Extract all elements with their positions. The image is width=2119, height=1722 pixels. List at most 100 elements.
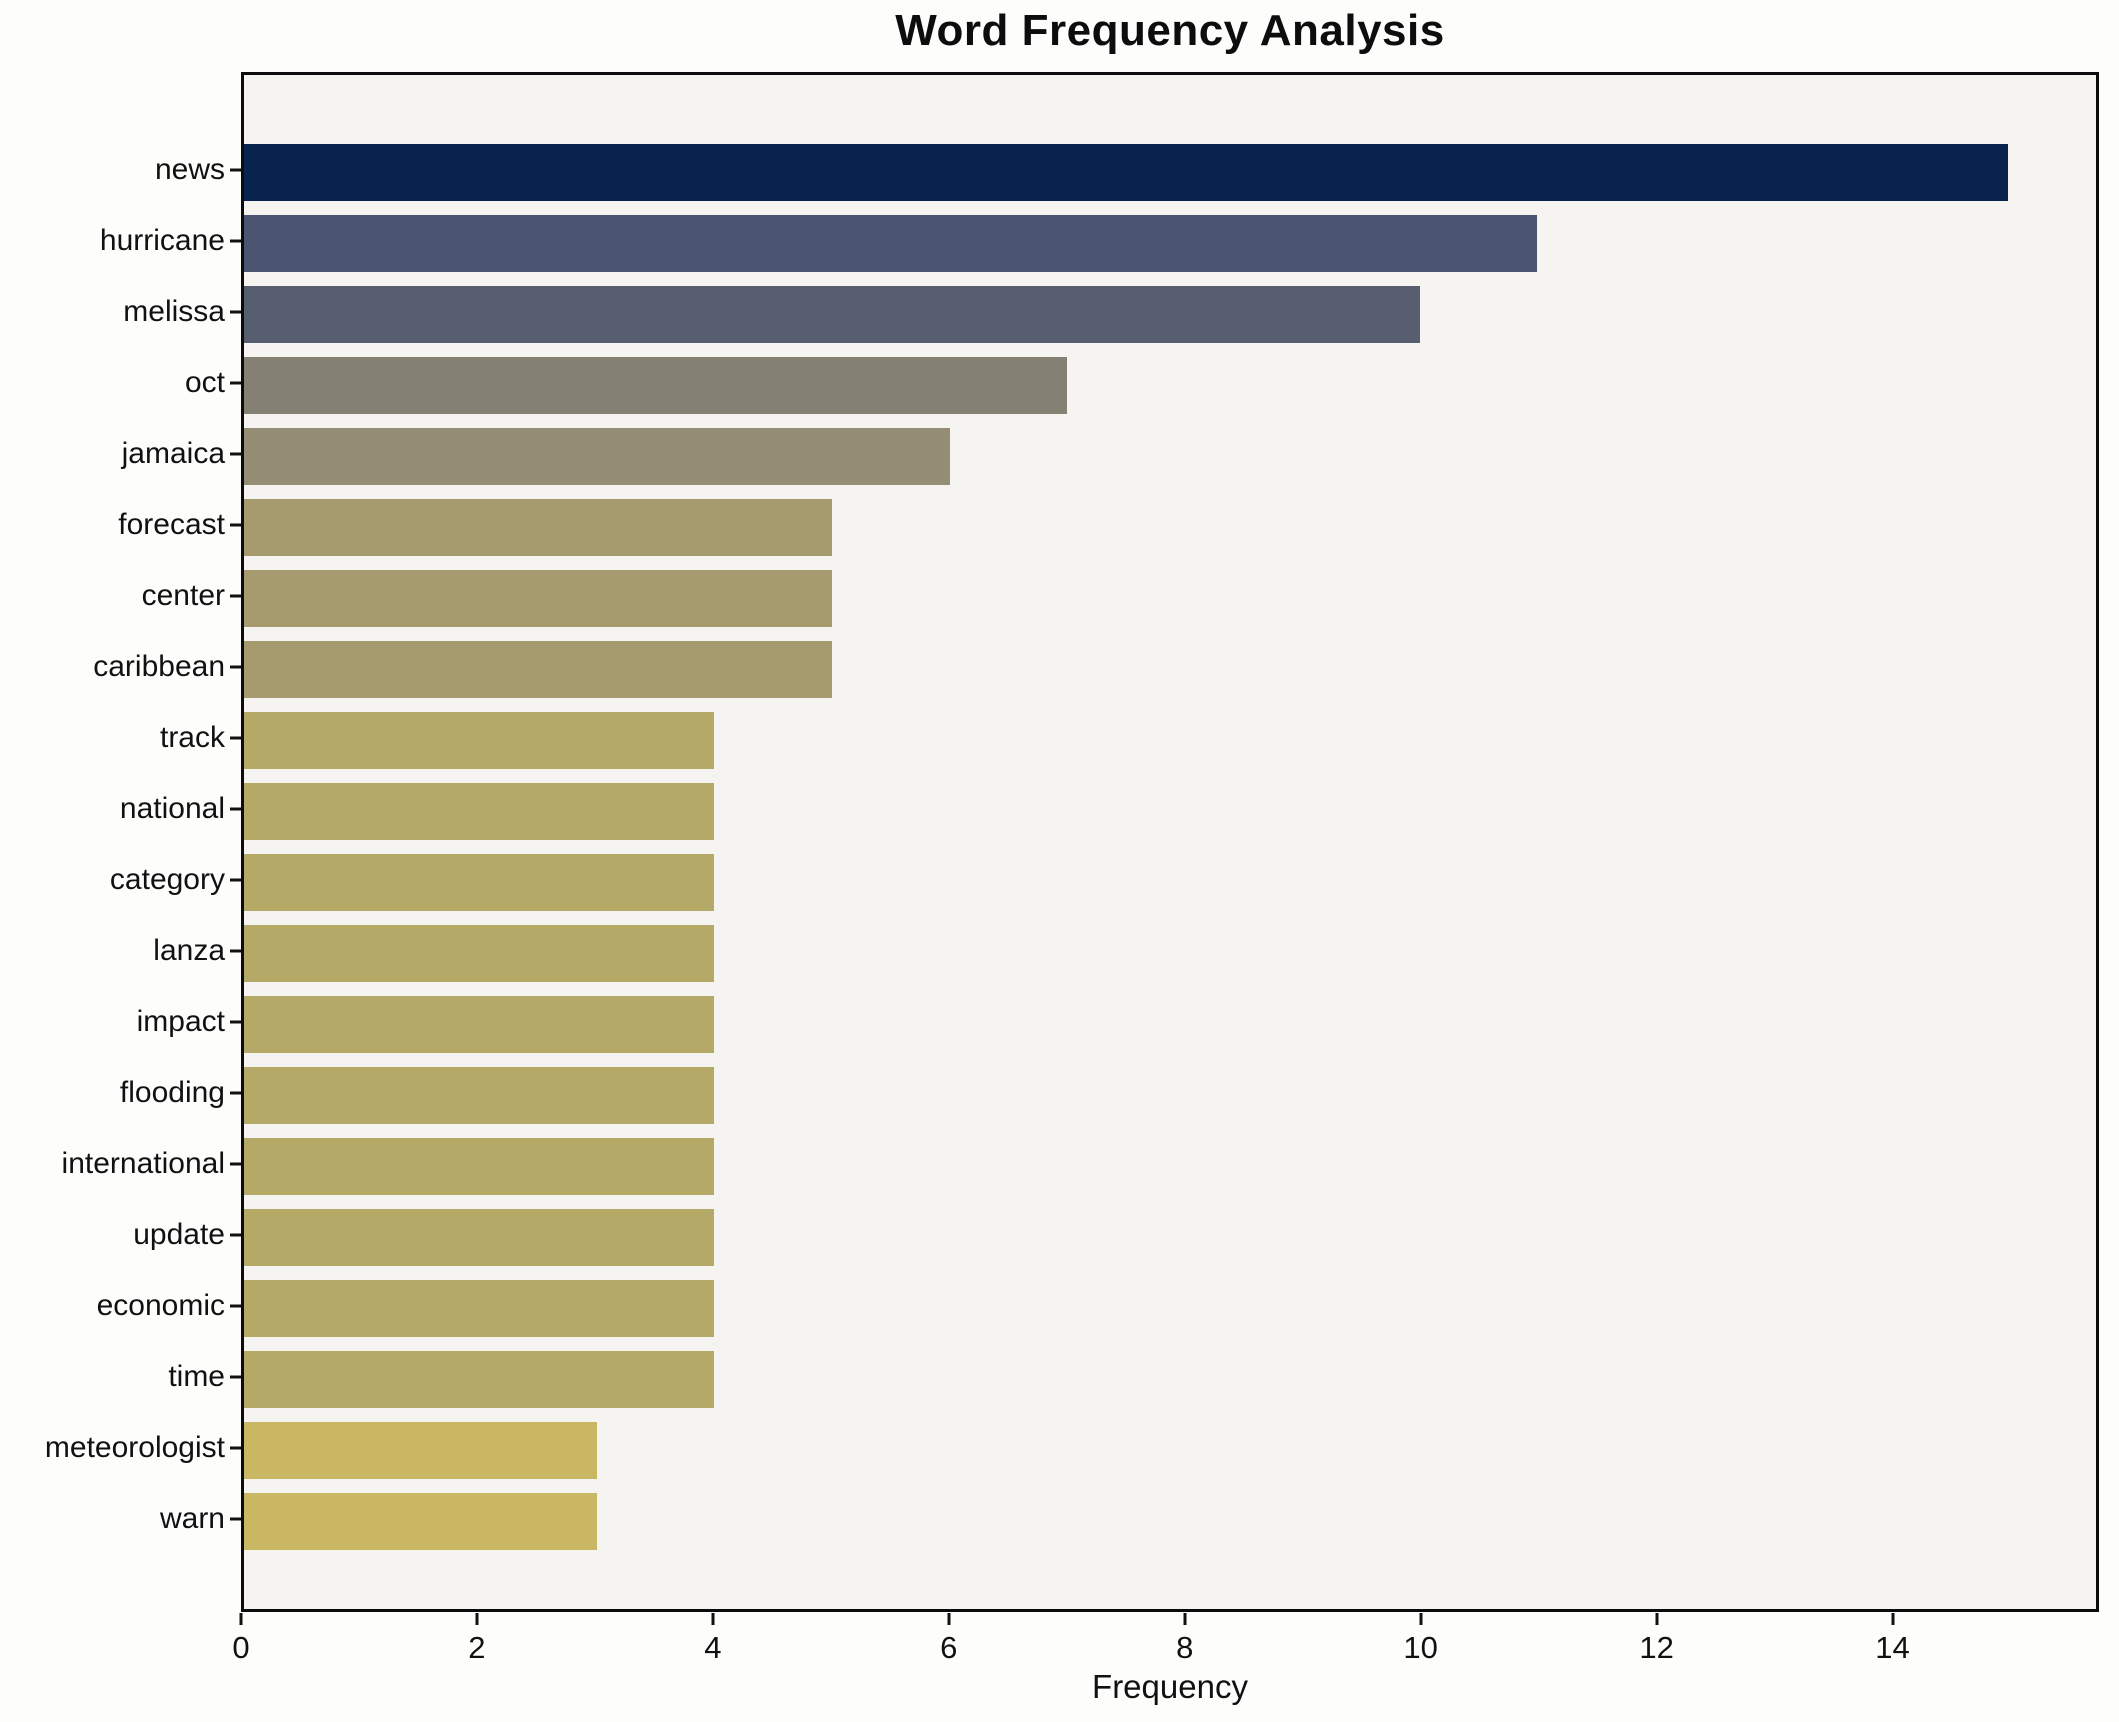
frequency-bar-news [244,144,2008,201]
y-tick-mark [230,1162,241,1165]
y-tick-label: warn [159,1501,225,1535]
frequency-bar-melissa [244,286,1420,343]
y-tick-label: lanza [153,933,225,967]
x-tick-mark [711,1613,715,1625]
x-tick-label: 4 [704,1630,722,1665]
frequency-bar-economic [244,1280,715,1337]
y-tick-label: forecast [118,507,225,541]
y-tick-label: center [141,578,225,612]
y-tick-label: flooding [119,1075,225,1109]
x-tick-label: 6 [940,1630,958,1665]
y-tick-label: caribbean [93,649,225,683]
x-tick-mark [1419,1613,1423,1625]
y-tick-label: news [154,152,225,186]
bar-row [244,421,2096,492]
y-tick-mark [230,1446,241,1449]
bar-row [244,279,2096,350]
y-tick-mark [230,736,241,739]
frequency-bar-lanza [244,925,715,982]
y-tick-mark [230,1233,241,1236]
y-tick-mark [230,239,241,242]
frequency-bar-warn [244,1493,597,1550]
plot-area [241,72,2099,1612]
y-tick-mark [230,1517,241,1520]
y-tick-mark [230,1020,241,1023]
y-axis-labels: news hurricane melissa oct jamaica forecast ce… [0,0,241,1722]
y-tick-label: economic [96,1288,225,1322]
frequency-bar-oct [244,357,1068,414]
x-tick-label: 0 [232,1630,250,1665]
frequency-bar-forecast [244,499,832,556]
bar-row [244,563,2096,634]
frequency-bar-impact [244,996,715,1053]
bar-row [244,847,2096,918]
x-tick-mark [1183,1613,1187,1625]
bar-row [244,1131,2096,1202]
y-tick-label: update [133,1217,225,1251]
y-tick-label: melissa [123,294,225,328]
bar-row [244,492,2096,563]
x-tick-mark [475,1613,479,1625]
frequency-bar-meteorologist [244,1422,597,1479]
bar-row [244,1344,2096,1415]
x-tick-label: 2 [468,1630,486,1665]
y-tick-label: jamaica [121,436,225,470]
y-tick-label: oct [184,365,225,399]
bar-row [244,634,2096,705]
y-tick-label: track [159,720,225,754]
frequency-bar-caribbean [244,641,832,698]
bar-row [244,989,2096,1060]
bar-row [244,208,2096,279]
frequency-bar-center [244,570,832,627]
bar-row [244,1060,2096,1131]
y-tick-label: impact [136,1004,225,1038]
frequency-bar-jamaica [244,428,950,485]
bar-row [244,776,2096,847]
y-tick-label: meteorologist [44,1430,225,1464]
x-axis-label: Frequency [1092,1668,1248,1705]
y-tick-mark [230,807,241,810]
y-tick-mark [230,523,241,526]
chart-title: Word Frequency Analysis [895,6,1445,55]
x-tick-mark [1891,1613,1895,1625]
y-tick-mark [230,878,241,881]
bar-row [244,918,2096,989]
x-tick-mark [1655,1613,1659,1625]
bar-row [244,1202,2096,1273]
bar-row [244,1273,2096,1344]
x-tick-mark [947,1613,951,1625]
x-tick-label: 14 [1875,1630,1910,1665]
y-tick-mark [230,381,241,384]
bar-row [244,1486,2096,1557]
y-tick-mark [230,1091,241,1094]
y-tick-mark [230,1375,241,1378]
frequency-bar-category [244,854,715,911]
frequency-bar-update [244,1209,715,1266]
y-tick-mark [230,452,241,455]
frequency-bar-flooding [244,1067,715,1124]
frequency-bar-track [244,712,715,769]
y-tick-mark [230,168,241,171]
x-tick-label: 12 [1639,1630,1674,1665]
y-tick-mark [230,594,241,597]
x-tick-mark [239,1613,243,1625]
bar-row [244,1415,2096,1486]
bar-row [244,350,2096,421]
y-tick-mark [230,1304,241,1307]
y-tick-mark [230,310,241,313]
frequency-bar-international [244,1138,715,1195]
y-tick-label: category [109,862,225,896]
y-tick-label: hurricane [99,223,225,257]
frequency-bar-time [244,1351,715,1408]
bar-row [244,705,2096,776]
y-tick-mark [230,949,241,952]
frequency-bar-national [244,783,715,840]
bar-row [244,137,2096,208]
x-tick-label: 8 [1176,1630,1194,1665]
y-tick-label: international [61,1146,225,1180]
y-tick-label: time [168,1359,225,1393]
x-tick-label: 10 [1403,1630,1438,1665]
bar-rows [244,75,2096,1609]
x-axis: 0 2 4 6 8 10 12 14 [232,1612,2099,1722]
